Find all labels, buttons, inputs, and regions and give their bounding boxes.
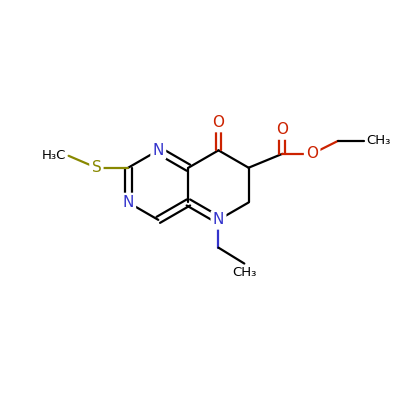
Text: CH₃: CH₃: [232, 266, 256, 278]
Text: N: N: [153, 143, 164, 158]
Text: O: O: [306, 146, 318, 161]
Text: CH₃: CH₃: [366, 134, 390, 148]
Text: O: O: [212, 115, 224, 130]
Text: O: O: [276, 122, 288, 138]
Text: H₃C: H₃C: [42, 149, 67, 162]
Text: S: S: [92, 160, 101, 175]
Text: N: N: [213, 212, 224, 227]
Text: N: N: [122, 195, 134, 210]
